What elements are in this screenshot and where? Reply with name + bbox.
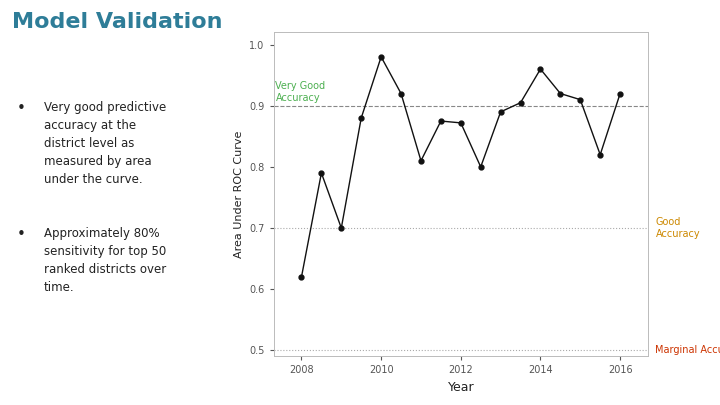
Text: Marginal Accuracy: Marginal Accuracy [655, 345, 720, 355]
Text: Approximately 80%
sensitivity for top 50
ranked districts over
time.: Approximately 80% sensitivity for top 50… [44, 227, 166, 294]
Text: Good
Accuracy: Good Accuracy [655, 217, 700, 239]
Text: •: • [17, 101, 25, 116]
Text: Very good predictive
accuracy at the
district level as
measured by area
under th: Very good predictive accuracy at the dis… [44, 101, 166, 186]
Text: Model Validation: Model Validation [12, 12, 222, 32]
Text: Very Good
Accuracy: Very Good Accuracy [276, 81, 325, 103]
Y-axis label: Area Under ROC Curve: Area Under ROC Curve [234, 131, 243, 258]
X-axis label: Year: Year [448, 381, 474, 394]
Text: •: • [17, 227, 25, 242]
